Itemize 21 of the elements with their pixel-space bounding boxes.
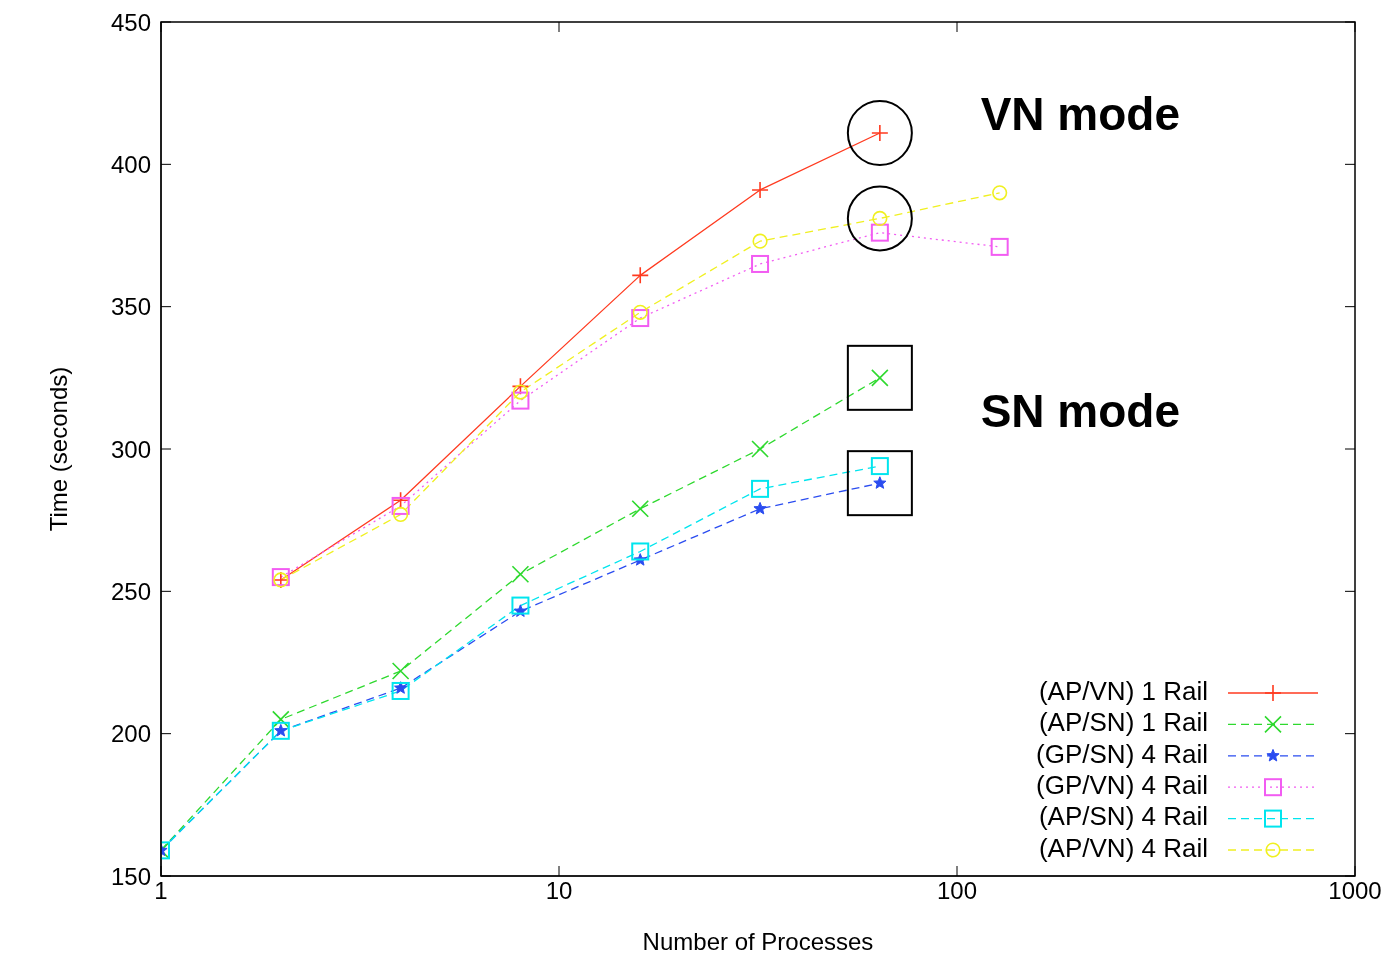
legend-label: (GP/SN) 4 Rail (1036, 738, 1208, 769)
annotation: VN mode (980, 87, 1181, 140)
y-tick-label: 150 (110, 862, 151, 890)
x-axis-title: Number of Processes (642, 928, 874, 955)
y-tick-label: 400 (110, 150, 151, 178)
y-tick-label: 350 (110, 293, 151, 321)
legend-label: (AP/VN) 1 Rail (1038, 675, 1208, 706)
x-tick-label: 1 (154, 877, 168, 905)
x-tick-label: 100 (936, 877, 978, 905)
annotation: SN mode (980, 385, 1181, 437)
y-tick-label: 250 (110, 577, 151, 605)
x-tick-label: 10 (545, 877, 573, 905)
legend-label: (AP/SN) 4 Rail (1038, 801, 1208, 832)
y-tick-label: 200 (110, 720, 151, 748)
legend-label: (AP/SN) 1 Rail (1038, 707, 1208, 738)
legend-label: (GP/VN) 4 Rail (1036, 770, 1208, 801)
y-tick-label: 450 (110, 8, 151, 36)
y-tick-label: 300 (110, 435, 151, 463)
x-tick-label: 1000 (1328, 877, 1382, 905)
y-axis-title: Time (seconds) (44, 366, 72, 532)
legend-label: (AP/VN) 4 Rail (1038, 832, 1208, 863)
